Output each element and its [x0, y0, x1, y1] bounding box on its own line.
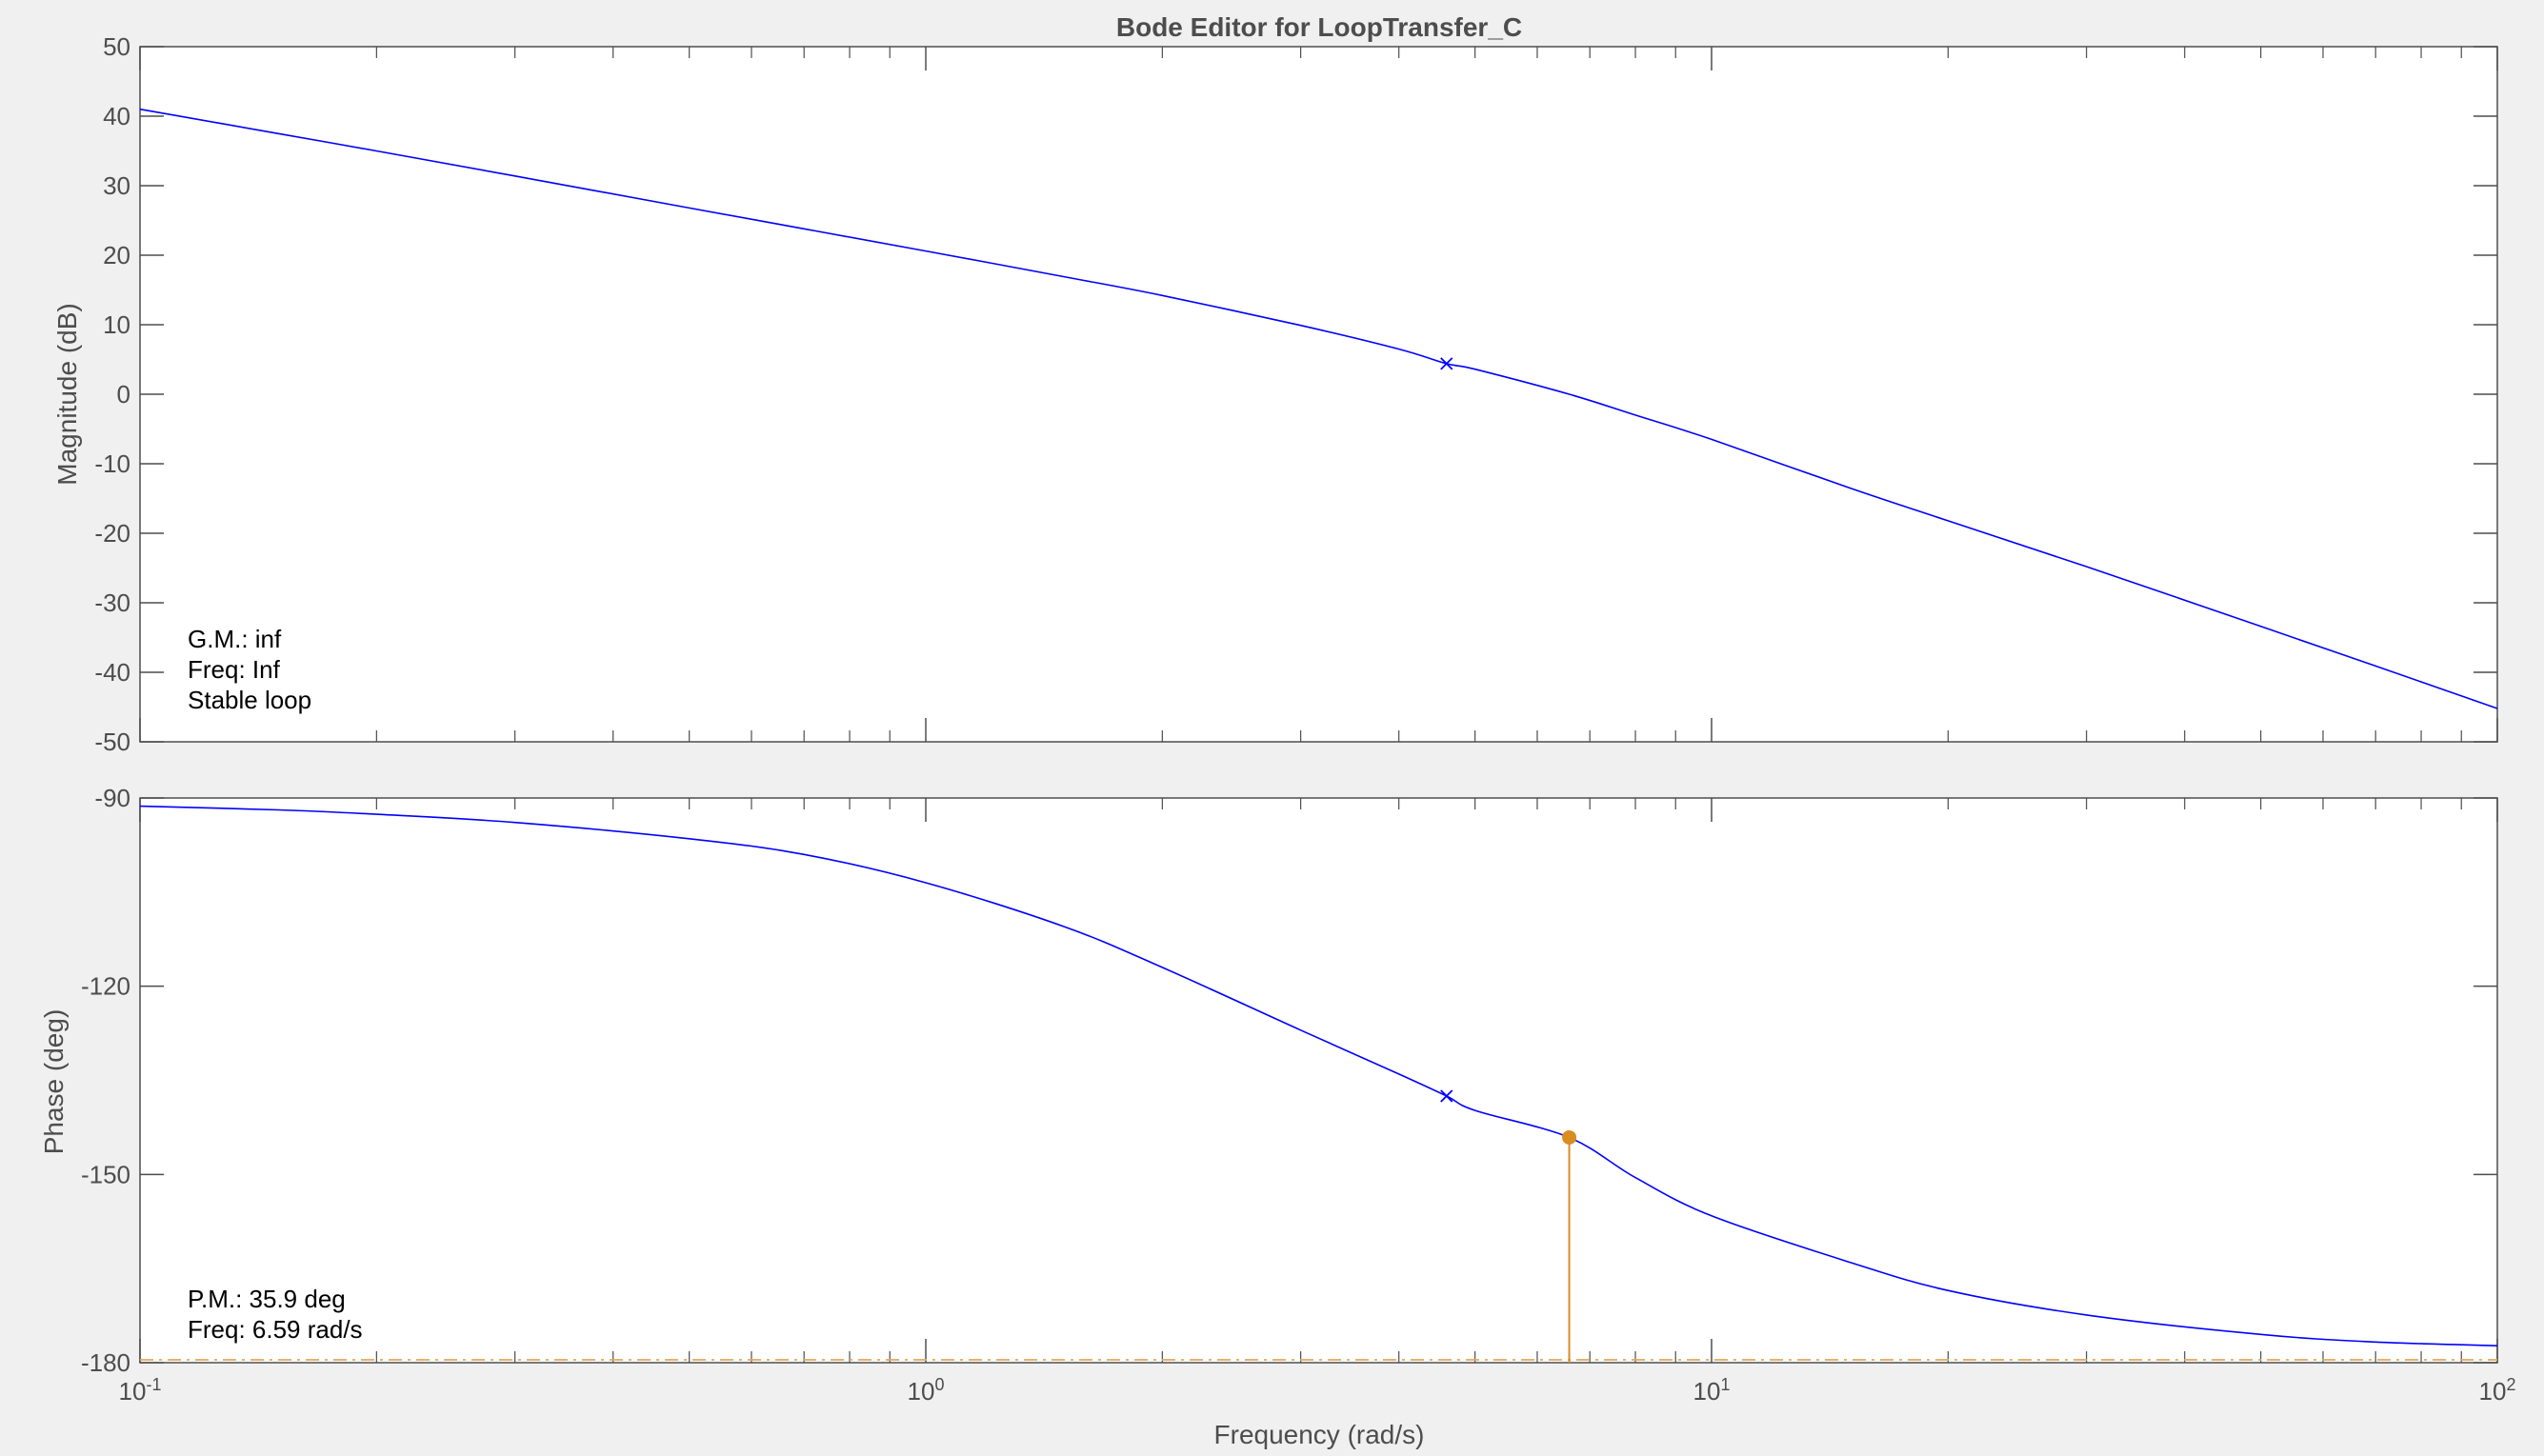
y-tick-label: -10	[94, 449, 130, 478]
gain-margin-label: G.M.: inf	[188, 625, 282, 653]
magnitude-pole-marker	[1440, 357, 1453, 370]
y-tick-label: 40	[103, 102, 130, 130]
y-tick-label: 30	[103, 171, 130, 200]
x-tick-labels: 10-1 100 101 102	[119, 1375, 2516, 1406]
phase-margin-point	[1562, 1129, 1577, 1145]
phase-ylabel: Phase (deg)	[39, 1009, 69, 1155]
y-tick-label: -90	[94, 784, 130, 812]
magnitude-line	[139, 108, 2498, 709]
y-tick-label: -150	[81, 1160, 130, 1188]
x-tick-label: 10-1	[119, 1375, 162, 1406]
phase-margin-freq-label: Freq: 6.59 rad/s	[188, 1315, 363, 1344]
phase-margin-label: P.M.: 35.9 deg	[188, 1285, 346, 1313]
magnitude-plot	[139, 108, 2498, 709]
y-tick-label: -180	[81, 1348, 130, 1377]
y-tick-label: -20	[94, 519, 130, 548]
magnitude-ylabel: Magnitude (dB)	[52, 303, 82, 485]
x-tick-label: 101	[1693, 1375, 1731, 1406]
magnitude-ticks: 50 40 30 20 10 0 -10 -20 -30 -40 -50	[94, 32, 2498, 756]
y-tick-label: 50	[103, 32, 130, 61]
chart-title: Bode Editor for LoopTransfer_C	[1116, 12, 1522, 42]
phase-pole-marker	[1440, 1089, 1453, 1103]
phase-line	[139, 805, 2498, 1346]
phase-ticks: -90 -120 -150 -180	[81, 784, 2498, 1377]
y-tick-label: -40	[94, 658, 130, 687]
gain-margin-freq-label: Freq: Inf	[188, 655, 281, 684]
magnitude-axes[interactable]: 50 40 30 20 10 0 -10 -20 -30 -40 -50 Magnitude (dB…	[52, 32, 2498, 756]
magnitude-plot-area	[139, 46, 2498, 743]
y-tick-label: 20	[103, 241, 130, 269]
x-tick-label: 102	[2479, 1375, 2516, 1406]
x-axis-label: Frequency (rad/s)	[1214, 1420, 1425, 1449]
y-tick-label: -50	[94, 728, 130, 756]
y-tick-label: 0	[117, 380, 130, 409]
phase-plot-area	[139, 797, 2498, 1364]
phase-axes[interactable]: -90 -120 -150 -180 Phase (deg) P.M.: 35.9 d…	[39, 784, 2498, 1377]
x-tick-label: 100	[908, 1375, 945, 1406]
phase-plot	[139, 805, 2498, 1363]
y-tick-label: -120	[81, 972, 130, 1001]
stability-label: Stable loop	[188, 686, 311, 714]
y-tick-label: 10	[103, 310, 130, 339]
y-tick-label: -30	[94, 588, 130, 617]
